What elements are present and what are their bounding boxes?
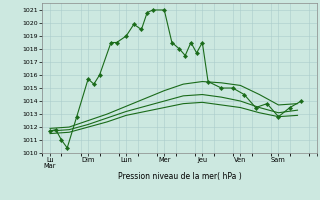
X-axis label: Pression niveau de la mer( hPa ): Pression niveau de la mer( hPa ) <box>118 172 241 181</box>
